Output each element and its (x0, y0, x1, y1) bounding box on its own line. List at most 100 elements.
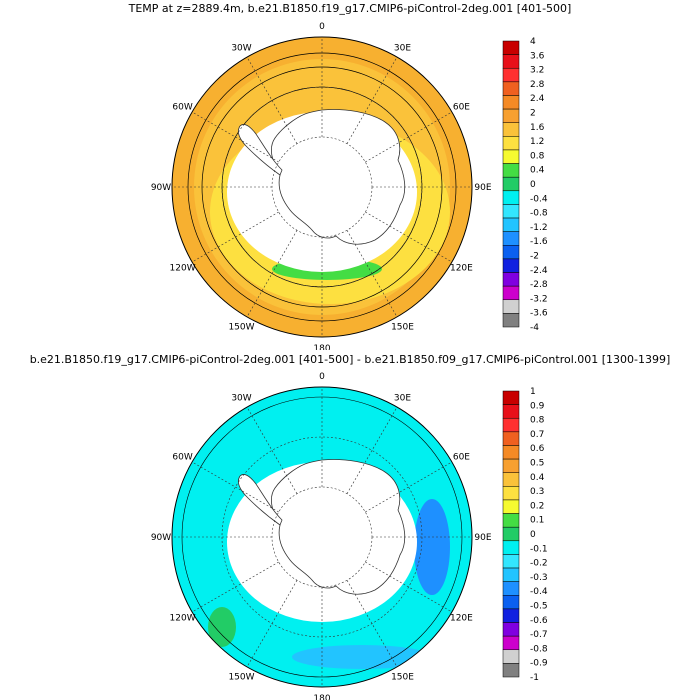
colorbar-label: -0.3 (530, 573, 548, 583)
colorbar-label: 3.2 (530, 66, 544, 76)
colorbar-label: -0.1 (530, 544, 548, 554)
colorbar-swatch (502, 499, 520, 514)
colorbar-label: 0.4 (530, 166, 545, 176)
longitude-label: 60W (172, 103, 192, 113)
meridian-line-4 (365, 561, 453, 613)
colorbar-label: -3.6 (530, 309, 548, 319)
colorbar-swatch (502, 272, 520, 287)
top-colorbar: 4 3.6 3.2 2.8 2.4 2 1.6 1.2 0.8 0.4 0 -0.4 -0.8 -1.2 -… (502, 37, 548, 333)
longitude-label: 180 (313, 694, 330, 700)
colorbar-label: -0.8 (530, 209, 548, 219)
colorbar-swatch (502, 608, 520, 623)
colorbar-swatch (502, 635, 520, 651)
longitude-label: 120E (450, 264, 473, 274)
longitude-label: 120E (450, 614, 473, 624)
west-anomaly (208, 607, 236, 647)
meridian-line-11 (246, 406, 298, 494)
map-border (171, 36, 473, 338)
longitude-label: 90E (474, 533, 491, 543)
longitude-label: 90W (151, 183, 171, 193)
colorbar-label: 0 (530, 180, 536, 190)
colorbar-swatch (502, 526, 520, 542)
colorbar-label: -3.2 (530, 294, 548, 304)
colorbar-swatch (502, 163, 520, 178)
top-polar-map: 0 30E 60E 90E 120E 150E 180 150W 120W 90W 60W 30W (151, 22, 492, 350)
meridian-line-7 (246, 580, 298, 668)
east-anomaly (414, 499, 450, 595)
colorbar-swatch (502, 122, 520, 137)
colorbar-label: -1.6 (530, 237, 548, 247)
colorbar-label: -2.4 (530, 266, 548, 276)
colorbar-swatch (502, 540, 520, 555)
colorbar-swatch (502, 390, 520, 405)
colorbar-swatch (502, 217, 520, 232)
colorbar-label: 1 (530, 387, 536, 397)
longitude-label: 60E (453, 103, 470, 113)
longitude-label: 150E (391, 672, 414, 682)
colorbar-swatch (502, 231, 520, 246)
bottom-map-panel: 0 30E 60E 90E 120E 150E 180 150W 120W 90W 60W 30W 1… (151, 372, 548, 700)
colorbar-swatch (502, 622, 520, 637)
longitude-label: 90W (151, 533, 171, 543)
colorbar-swatch (502, 595, 520, 610)
colorbar-label: 2.4 (530, 94, 545, 104)
antarctica-coastline (270, 109, 406, 245)
colorbar-label: -4 (530, 323, 539, 333)
meridian-line-1 (346, 406, 398, 494)
colorbar-label: 0.8 (530, 416, 545, 426)
colorbar-swatch (502, 458, 520, 473)
colorbar-label: 0.8 (530, 151, 545, 161)
longitude-label: 60W (172, 453, 192, 463)
top-panel-title: TEMP at z=2889.4m, b.e21.B1850.f19_g17.C… (128, 2, 572, 15)
meridian-line-10 (191, 111, 279, 163)
meridian-line-7 (246, 230, 298, 318)
longitude-label: 150E (391, 322, 414, 332)
colorbar-swatch (502, 67, 520, 83)
meridian-line-4 (365, 211, 453, 263)
meridian-line-11 (246, 56, 298, 144)
colorbar-label: 0.6 (530, 444, 545, 454)
meridian-line-8 (191, 211, 279, 263)
longitude-label: 30E (394, 394, 411, 404)
longitude-label: 0 (319, 22, 325, 32)
meridian-line-1 (346, 56, 398, 144)
colorbar-label: -0.9 (530, 659, 548, 669)
longitude-label: 30E (394, 44, 411, 54)
colorbar-label: 0.1 (530, 516, 544, 526)
top-map-panel: 0 30E 60E 90E 120E 150E 180 150W 120W 90W 60W 30W 4… (151, 22, 548, 350)
bottom-polar-map: 0 30E 60E 90E 120E 150E 180 150W 120W 90W 60W 30W (151, 372, 492, 700)
bottom-colorbar: 1 0.9 0.8 0.7 0.6 0.5 0.4 0.3 0.2 0.1 0 -0.1 -0.2 -0.… (502, 387, 548, 683)
colorbar-label: 0.3 (530, 487, 544, 497)
colorbar-label: 1.6 (530, 123, 545, 133)
colorbar-swatch (502, 258, 520, 273)
longitude-label: 60E (453, 453, 470, 463)
colorbar-swatch (502, 176, 520, 192)
colorbar-swatch (502, 81, 520, 96)
meridian-line-8 (191, 561, 279, 613)
colorbar-label: 0.2 (530, 501, 544, 511)
colorbar-swatch (502, 95, 520, 110)
colorbar-swatch (502, 663, 520, 678)
colorbar-swatch (502, 245, 520, 260)
longitude-label: 150W (228, 672, 254, 682)
colorbar-label: -1.2 (530, 223, 548, 233)
colorbar-label: -0.4 (530, 194, 548, 204)
meridian-line-10 (191, 461, 279, 513)
colorbar-swatch (502, 486, 520, 501)
colorbar-label: 0 (530, 530, 536, 540)
colorbar-swatch (502, 417, 520, 433)
colorbar-swatch (502, 404, 520, 419)
colorbar-label: 0.5 (530, 459, 544, 469)
longitude-label: 90E (474, 183, 491, 193)
longitude-label: 120W (170, 264, 196, 274)
colorbar-label: -0.2 (530, 559, 548, 569)
colorbar-label: 0.4 (530, 473, 545, 483)
colorbar-swatch (502, 149, 520, 164)
colorbar-label: -0.7 (530, 630, 548, 640)
longitude-label: 30W (231, 394, 251, 404)
colorbar-swatch (502, 40, 520, 55)
colorbar-swatch (502, 54, 520, 69)
colorbar-swatch (502, 136, 520, 151)
meridian-line-2 (365, 111, 453, 163)
colorbar-swatch (502, 513, 520, 528)
